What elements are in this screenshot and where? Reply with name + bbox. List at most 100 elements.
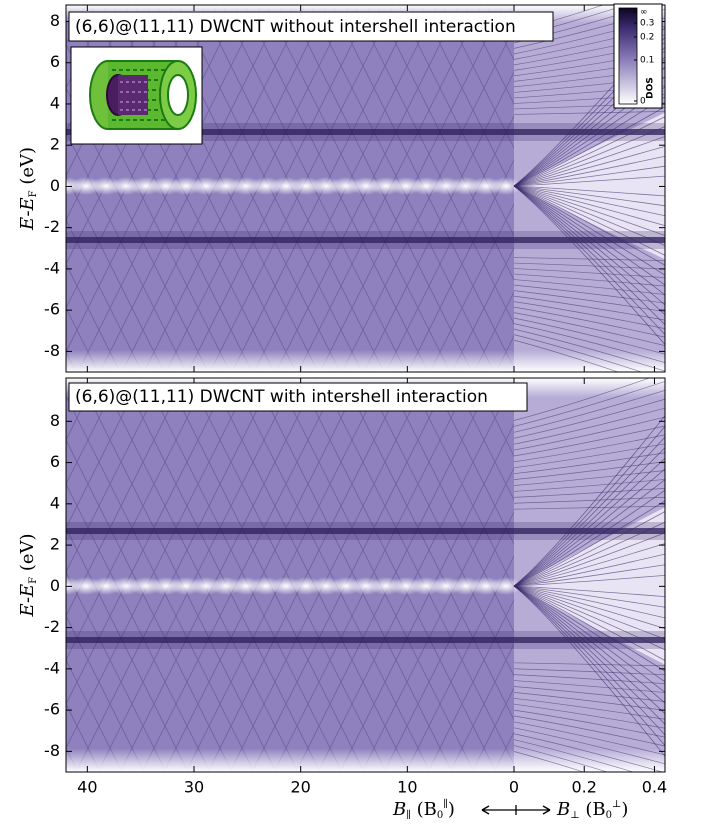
- fan-line: [513, 317, 665, 355]
- y-tick-label: 8: [50, 11, 60, 30]
- colorbar-tick-label: 0.2: [640, 33, 654, 43]
- fan-line: [513, 585, 665, 619]
- fan-line: [513, 398, 665, 439]
- fan-line: [513, 739, 635, 772]
- fan-line: [513, 585, 665, 629]
- fan-line: [513, 378, 651, 421]
- label-part: E-E: [17, 584, 38, 618]
- fan-line: [513, 165, 665, 187]
- y-tick-label: 4: [50, 493, 60, 512]
- label-part: ⊥: [612, 799, 621, 810]
- panel-title: (6,6)@(11,11) DWCNT with intershell inte…: [75, 387, 488, 407]
- fan-line: [513, 116, 665, 187]
- vhs-band: [66, 123, 665, 141]
- x-tick-label: 40: [77, 778, 97, 797]
- fan-line: [513, 185, 665, 316]
- fan-line: [513, 585, 665, 608]
- x-tick-label: 20: [290, 778, 310, 797]
- y-tick-label: -6: [44, 700, 60, 719]
- fan-line: [513, 185, 665, 306]
- title-box: [68, 382, 528, 412]
- colorbar-label: DOS: [646, 77, 656, 99]
- label-part: 0: [606, 810, 612, 821]
- nanotube-inset: [70, 46, 203, 145]
- y-tick-label: 2: [50, 135, 60, 154]
- dos-edge: [66, 349, 665, 372]
- x-tick-label: 0.2: [572, 778, 597, 797]
- fan-line: [513, 674, 665, 684]
- fan-line: [513, 585, 665, 714]
- fan-line: [513, 334, 643, 372]
- fan-line: [513, 96, 665, 187]
- fan-line: [513, 185, 665, 276]
- colorbar: DOS: [613, 3, 663, 109]
- fan-line: [513, 185, 665, 286]
- fan-line: [513, 479, 665, 492]
- fan-line: [513, 553, 665, 587]
- colorbar-tick-label: ∞: [640, 8, 648, 18]
- gap-wedge: [514, 112, 665, 260]
- label-part: ): [621, 799, 628, 820]
- title-box: [68, 11, 554, 42]
- y-tick-label: 4: [50, 93, 60, 112]
- fan-line: [513, 585, 665, 746]
- fan-line: [513, 136, 665, 187]
- fan-line: [513, 323, 665, 363]
- fan-line: [513, 585, 665, 651]
- fan-line: [513, 709, 665, 738]
- fan-line: [513, 585, 665, 736]
- fan-line: [513, 496, 665, 504]
- fan-line: [513, 585, 665, 672]
- y-tick-label: 0: [50, 176, 60, 195]
- colorbar-tick-label: 0: [640, 97, 646, 107]
- dos-edge: [66, 748, 665, 772]
- y-tick-label: 8: [50, 411, 60, 430]
- label-part: B: [392, 799, 406, 820]
- gap-highlight: [490, 177, 522, 195]
- fan-line: [513, 585, 665, 725]
- y-tick-label: 6: [50, 452, 60, 471]
- label-part: (eV): [17, 147, 38, 190]
- colorbar-tick-label: 0.3: [640, 19, 654, 29]
- vhs-band: [66, 631, 665, 649]
- fan-line: [513, 381, 665, 427]
- y-tick-label: 6: [50, 52, 60, 71]
- fan-line: [513, 585, 665, 661]
- fan-line: [513, 543, 665, 587]
- gap-highlight: [490, 577, 522, 595]
- fan-line: [513, 721, 665, 756]
- plot-frame: [65, 377, 666, 773]
- fan-line: [513, 185, 665, 227]
- fan-line: [513, 434, 665, 463]
- fan-line: [513, 426, 665, 587]
- fan-line: [513, 727, 665, 765]
- label-part: F: [28, 577, 39, 584]
- vhs-band: [66, 522, 665, 540]
- fan-line: [513, 458, 665, 587]
- y-tick-label: -4: [44, 258, 60, 277]
- y-tick-label: -8: [44, 741, 60, 760]
- y-tick-label: 2: [50, 535, 60, 554]
- fan-line: [513, 111, 665, 115]
- fan-line: [513, 479, 665, 587]
- y-tick-label: -6: [44, 300, 60, 319]
- fan-line: [513, 574, 665, 587]
- fan-line: [513, 505, 665, 510]
- x-tick-label: 0.4: [642, 778, 667, 797]
- fan-line: [513, 745, 609, 772]
- fan-line: [513, 185, 665, 296]
- fan-line: [513, 185, 665, 326]
- fan-line: [513, 585, 665, 757]
- fan-line: [513, 500, 665, 587]
- x-axis-label-left: B∥ (B0∥): [392, 798, 455, 821]
- fan-line: [513, 268, 665, 278]
- fan-line: [513, 185, 665, 266]
- y-tick-label: -2: [44, 217, 60, 236]
- label-part: ): [448, 799, 455, 820]
- label-part: B: [556, 799, 570, 820]
- vhs-band: [66, 528, 665, 534]
- fan-line: [513, 436, 665, 587]
- fan-line: [513, 185, 665, 207]
- fan-line: [513, 295, 665, 321]
- fan-line: [513, 668, 665, 676]
